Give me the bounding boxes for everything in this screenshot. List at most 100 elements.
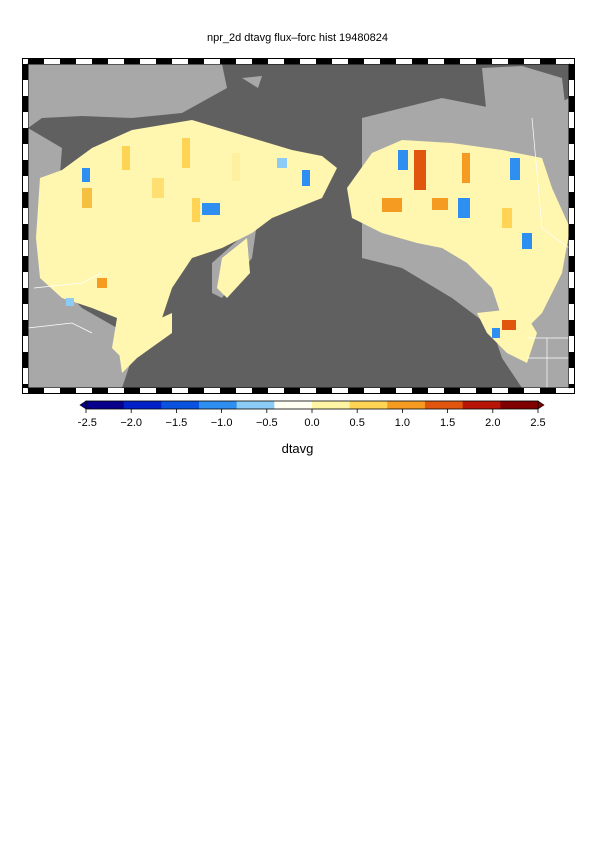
frame-tick [364, 59, 380, 64]
frame-tick [569, 192, 574, 208]
frame-tick [492, 388, 508, 393]
frame-tick [268, 388, 284, 393]
frame-tick [569, 96, 574, 112]
frame-tick [569, 112, 574, 128]
frame-tick [396, 388, 412, 393]
colorbar-low-arrow [79, 400, 87, 410]
frame-tick [108, 388, 124, 393]
frame-tick [444, 59, 460, 64]
frame-tick [332, 59, 348, 64]
frame-tick [23, 272, 28, 288]
frame-tick [23, 160, 28, 176]
frame-tick [60, 59, 76, 64]
frame-tick [524, 59, 540, 64]
frame-tick [540, 59, 556, 64]
frame-tick [444, 388, 460, 393]
frame-tick [236, 388, 252, 393]
colorbar-swatch [86, 401, 125, 409]
frame-tick [569, 368, 574, 384]
frame-tick [412, 388, 428, 393]
frame-ticks [23, 59, 574, 393]
frame-tick [188, 388, 204, 393]
frame-tick [569, 208, 574, 224]
frame-tick [268, 59, 284, 64]
frame-tick [569, 288, 574, 304]
frame-tick [60, 388, 76, 393]
frame-tick [380, 59, 396, 64]
frame-tick [412, 59, 428, 64]
colorbar-ticks: −2.5 −2.0 −1.5 −1.0 −0.5 0.0 0.5 1.0 1.5 2.0 2.5 [78, 409, 546, 429]
frame-tick [569, 384, 574, 388]
colorbar-swatch [500, 401, 539, 409]
frame-tick [569, 256, 574, 272]
frame-tick [28, 388, 44, 393]
map-title: npr_2d dtavg flux–forc hist 19480824 [206, 32, 389, 44]
frame-tick [156, 388, 172, 393]
frame-tick [23, 128, 28, 144]
frame-tick [23, 352, 28, 368]
frame-tick [23, 304, 28, 320]
frame-tick [524, 388, 540, 393]
colorbar-tick-label: 1.5 [440, 417, 455, 429]
frame-tick [508, 388, 524, 393]
frame-tick [569, 336, 574, 352]
colorbar-swatch [199, 401, 238, 409]
frame-tick [492, 59, 508, 64]
colorbar-high-arrow [537, 400, 545, 410]
frame-tick [300, 59, 316, 64]
frame-tick [220, 388, 236, 393]
colorbar-swatch [123, 401, 162, 409]
frame-tick [23, 192, 28, 208]
frame-tick [76, 388, 92, 393]
frame-tick [23, 112, 28, 128]
colorbar-swatch [425, 401, 464, 409]
frame-tick [23, 336, 28, 352]
frame-tick [556, 388, 569, 393]
frame-tick [23, 384, 28, 388]
frame-tick [124, 59, 140, 64]
frame-tick [23, 320, 28, 336]
frame-tick [428, 59, 444, 64]
frame-tick [569, 80, 574, 96]
frame-tick [316, 59, 332, 64]
colorbar-boxes [79, 400, 545, 410]
colorbar-tick-label: 1.0 [395, 417, 410, 429]
frame-tick [23, 240, 28, 256]
frame-tick [252, 388, 268, 393]
frame-tick [569, 128, 574, 144]
colorbar-tick-label: −2.0 [120, 417, 142, 429]
colorbar-tick-label: −0.5 [256, 417, 278, 429]
frame-tick [172, 388, 188, 393]
colorbar-tick-label: 2.0 [485, 417, 500, 429]
frame-tick [23, 176, 28, 192]
colorbar-label: dtavg [281, 441, 314, 456]
frame-tick [23, 224, 28, 240]
frame-tick [569, 320, 574, 336]
frame-tick [76, 59, 92, 64]
frame-tick [140, 388, 156, 393]
frame-tick [23, 64, 28, 80]
frame-tick [569, 64, 574, 80]
colorbar-tick-label: −1.5 [166, 417, 188, 429]
frame-tick [23, 256, 28, 272]
map-panel [22, 58, 575, 394]
frame-tick [556, 59, 569, 64]
frame-tick [508, 59, 524, 64]
frame-tick [569, 160, 574, 176]
colorbar-swatch [387, 401, 426, 409]
frame-tick [188, 59, 204, 64]
colorbar-swatch [274, 401, 313, 409]
frame-tick [569, 304, 574, 320]
frame-tick [236, 59, 252, 64]
colorbar-tick-label: 0.5 [350, 417, 365, 429]
colorbar-tick-label: 2.5 [530, 417, 545, 429]
frame-tick [540, 388, 556, 393]
frame-tick [428, 388, 444, 393]
colorbar-swatch [462, 401, 501, 409]
frame-tick [23, 368, 28, 384]
frame-tick [569, 272, 574, 288]
frame-tick [156, 59, 172, 64]
frame-tick [569, 176, 574, 192]
frame-tick [348, 388, 364, 393]
frame-tick [284, 59, 300, 64]
